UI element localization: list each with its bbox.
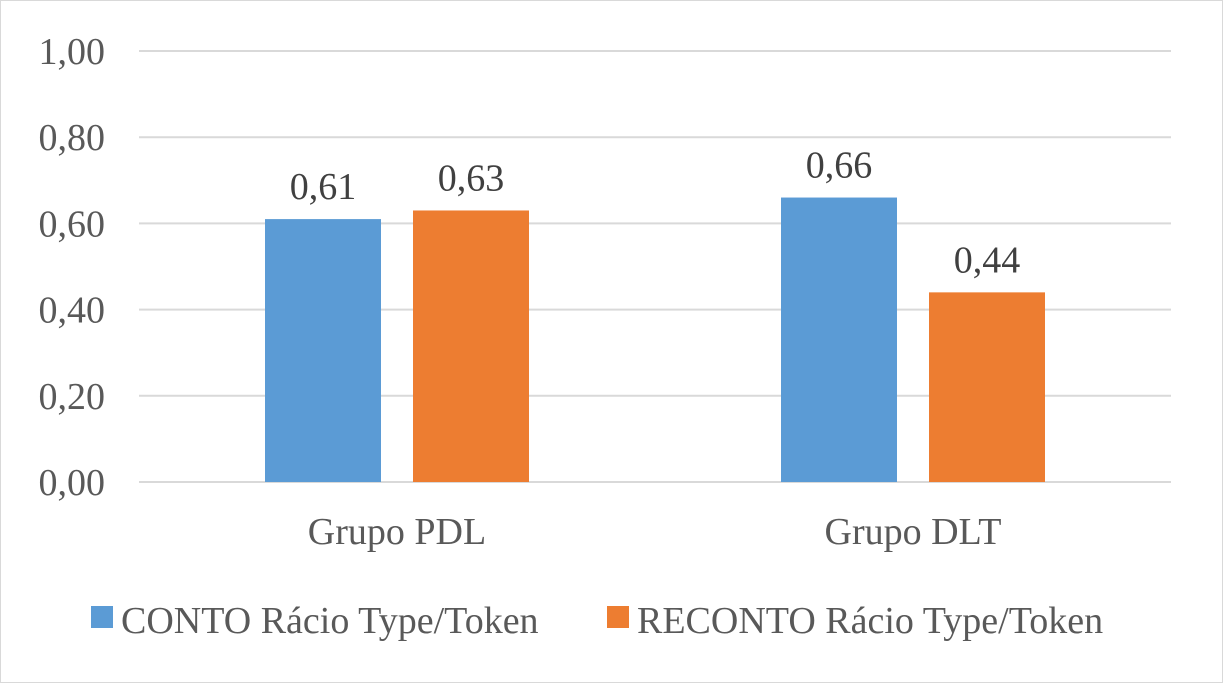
data-label: 0,61 (290, 166, 357, 208)
data-label: 0,44 (954, 239, 1021, 281)
data-label: 0,66 (806, 145, 873, 187)
legend: CONTO Rácio Type/Token RECONTO Rácio Typ… (91, 600, 1103, 642)
data-label: 0,63 (438, 157, 505, 199)
y-tick-label: 1,00 (39, 31, 106, 73)
y-axis-ticks: 0,00 0,20 0,40 0,60 0,80 1,00 (39, 31, 106, 504)
x-tick-label: Grupo PDL (308, 511, 486, 553)
y-tick-label: 0,40 (39, 290, 106, 332)
legend-swatch-reconto (607, 606, 629, 628)
data-labels: 0,61 0,63 0,66 0,44 (290, 145, 1021, 282)
bar-reconto-pdl (413, 210, 529, 482)
legend-label-conto: CONTO Rácio Type/Token (121, 600, 539, 642)
y-tick-label: 0,20 (39, 376, 106, 418)
legend-label-reconto: RECONTO Rácio Type/Token (637, 600, 1103, 642)
legend-swatch-conto (91, 606, 113, 628)
x-axis-ticks: Grupo PDL Grupo DLT (308, 511, 1002, 553)
bar-conto-pdl (265, 219, 381, 482)
x-tick-label: Grupo DLT (825, 511, 1002, 553)
bars (265, 197, 1045, 483)
bar-reconto-dlt (929, 292, 1045, 482)
y-tick-label: 0,00 (39, 462, 106, 504)
bar-conto-dlt (781, 197, 897, 483)
y-tick-label: 0,80 (39, 117, 106, 159)
y-tick-label: 0,60 (39, 203, 106, 245)
